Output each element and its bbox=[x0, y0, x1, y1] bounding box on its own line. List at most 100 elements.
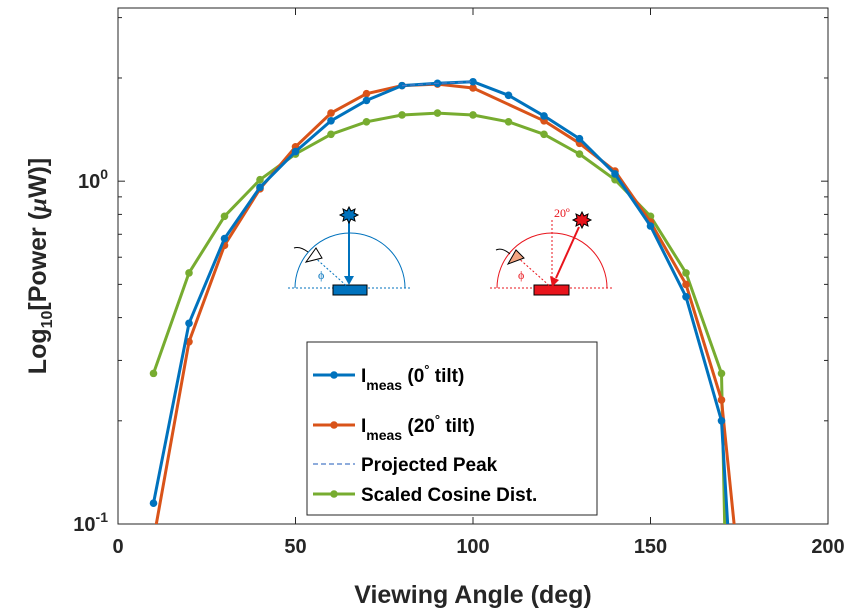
red-dotted-ray bbox=[515, 255, 553, 289]
data-point-cosine bbox=[362, 118, 371, 126]
legend-marker-cosine bbox=[330, 490, 338, 498]
legend-label-tilt20: Imeas (20° tilt) bbox=[361, 412, 475, 443]
legend-label-cosine: Scaled Cosine Dist. bbox=[361, 485, 537, 506]
y-label-power: [Power ( bbox=[24, 211, 52, 310]
data-point-tilt0 bbox=[327, 117, 335, 125]
series-line-peak bbox=[401, 81, 474, 87]
legend-subscript: meas bbox=[366, 427, 402, 443]
series-line-cosine bbox=[152, 111, 727, 524]
data-point-tilt0 bbox=[611, 170, 619, 178]
y-tick-base: 10 bbox=[78, 171, 100, 193]
data-point-tilt0 bbox=[220, 234, 229, 243]
red-camera-cable bbox=[495, 248, 511, 255]
y-tick-base: 10 bbox=[73, 514, 95, 536]
red-arrowhead bbox=[550, 276, 559, 287]
legend-main: Scaled Cosine Dist. bbox=[361, 485, 537, 506]
legend-tail: tilt) bbox=[429, 366, 464, 387]
x-tick-label: 200 bbox=[811, 536, 844, 558]
legend-marker-tilt20 bbox=[330, 421, 338, 429]
red-camera-icon bbox=[506, 249, 525, 265]
legend: Imeas (0° tilt)Imeas (20° tilt)Projected… bbox=[306, 341, 598, 516]
red-detector bbox=[533, 284, 570, 296]
legend-label-tilt0: Imeas (0° tilt) bbox=[361, 362, 464, 393]
x-axis: 0 50 100 150 200 bbox=[112, 8, 845, 558]
data-point-tilt0 bbox=[291, 147, 300, 156]
data-point-cosine bbox=[256, 175, 264, 184]
data-point-tilt0 bbox=[504, 91, 513, 100]
y-label-unit: W)] bbox=[24, 158, 52, 198]
data-point-tilt0 bbox=[717, 417, 726, 425]
red-star-icon bbox=[571, 210, 593, 230]
data-point-tilt20 bbox=[469, 84, 477, 92]
x-tick-label: 150 bbox=[634, 536, 667, 558]
blue-camera-cable bbox=[293, 247, 309, 253]
data-point-cosine bbox=[398, 111, 406, 119]
legend-main: Projected Peak bbox=[361, 455, 498, 476]
data-point-cosine bbox=[220, 212, 229, 221]
red-phi-label: ϕ bbox=[518, 268, 524, 282]
data-point-tilt0 bbox=[682, 292, 690, 301]
data-point-cosine bbox=[682, 269, 690, 277]
y-tick-label: 10-1 bbox=[73, 509, 108, 536]
data-point-tilt0 bbox=[185, 319, 193, 328]
blue-phi-label: ϕ bbox=[318, 268, 324, 282]
data-point-tilt0 bbox=[149, 499, 158, 507]
x-tick-label: 50 bbox=[284, 536, 306, 558]
data-point-tilt0 bbox=[540, 112, 548, 120]
red-arrow-line bbox=[555, 226, 580, 279]
x-tick-label: 0 bbox=[112, 536, 123, 558]
data-point-cosine bbox=[185, 269, 193, 277]
legend-degree: ° bbox=[435, 412, 440, 427]
legend-rest: (20 bbox=[402, 416, 435, 437]
x-axis-label: Viewing Angle (deg) bbox=[354, 581, 592, 609]
data-point-tilt20 bbox=[327, 109, 335, 117]
legend-main: I bbox=[361, 366, 366, 387]
y-tick-exponent: -1 bbox=[96, 509, 109, 525]
legend-label-peak: Projected Peak bbox=[361, 455, 498, 476]
data-point-cosine bbox=[327, 130, 335, 139]
data-point-tilt0 bbox=[469, 77, 477, 86]
x-tick-label: 100 bbox=[456, 536, 489, 558]
data-point-cosine bbox=[717, 369, 726, 378]
data-point-tilt0 bbox=[575, 134, 584, 143]
data-point-tilt0 bbox=[398, 81, 406, 90]
y-label-subscript: 10 bbox=[39, 310, 56, 328]
legend-degree: ° bbox=[424, 362, 429, 377]
series-layer bbox=[149, 77, 736, 544]
y-label-mu: μ bbox=[25, 198, 52, 214]
data-point-tilt20 bbox=[362, 89, 371, 98]
y-tick-label: 100 bbox=[78, 166, 108, 193]
data-point-tilt20 bbox=[150, 536, 158, 544]
legend-marker-tilt0 bbox=[330, 371, 338, 379]
blue-arrowhead bbox=[344, 276, 354, 285]
y-axis-label: Log10[Power (μW)] bbox=[24, 158, 56, 374]
data-point-cosine bbox=[149, 369, 158, 378]
legend-tail: tilt) bbox=[440, 416, 475, 437]
blue-detector bbox=[332, 284, 368, 296]
data-point-tilt20 bbox=[717, 396, 726, 404]
data-point-tilt0 bbox=[646, 222, 655, 230]
y-tick-exponent: 0 bbox=[100, 166, 108, 182]
data-point-tilt20 bbox=[682, 280, 690, 289]
data-point-cosine bbox=[469, 111, 477, 119]
blue-star-icon bbox=[338, 205, 360, 225]
legend-main: I bbox=[361, 416, 366, 437]
legend-box bbox=[306, 341, 598, 516]
blue-camera-icon bbox=[304, 247, 323, 263]
data-point-cosine bbox=[433, 109, 442, 117]
series-line-tilt0 bbox=[152, 80, 730, 524]
legend-subscript: meas bbox=[366, 377, 402, 393]
legend-rest: (0 bbox=[402, 366, 424, 387]
data-point-cosine bbox=[504, 118, 513, 126]
data-point-tilt0 bbox=[256, 183, 264, 192]
data-point-tilt0 bbox=[362, 96, 371, 105]
inset-diagram-20-tilt: ϕ 20º bbox=[490, 206, 614, 296]
data-point-cosine bbox=[575, 150, 584, 158]
red-tilt-angle-label: 20º bbox=[554, 206, 570, 220]
inset-diagram-0-tilt: ϕ bbox=[288, 205, 412, 296]
blue-dotted-ray bbox=[311, 254, 350, 289]
data-point-cosine bbox=[540, 130, 548, 139]
y-label-log: Log bbox=[24, 328, 52, 374]
